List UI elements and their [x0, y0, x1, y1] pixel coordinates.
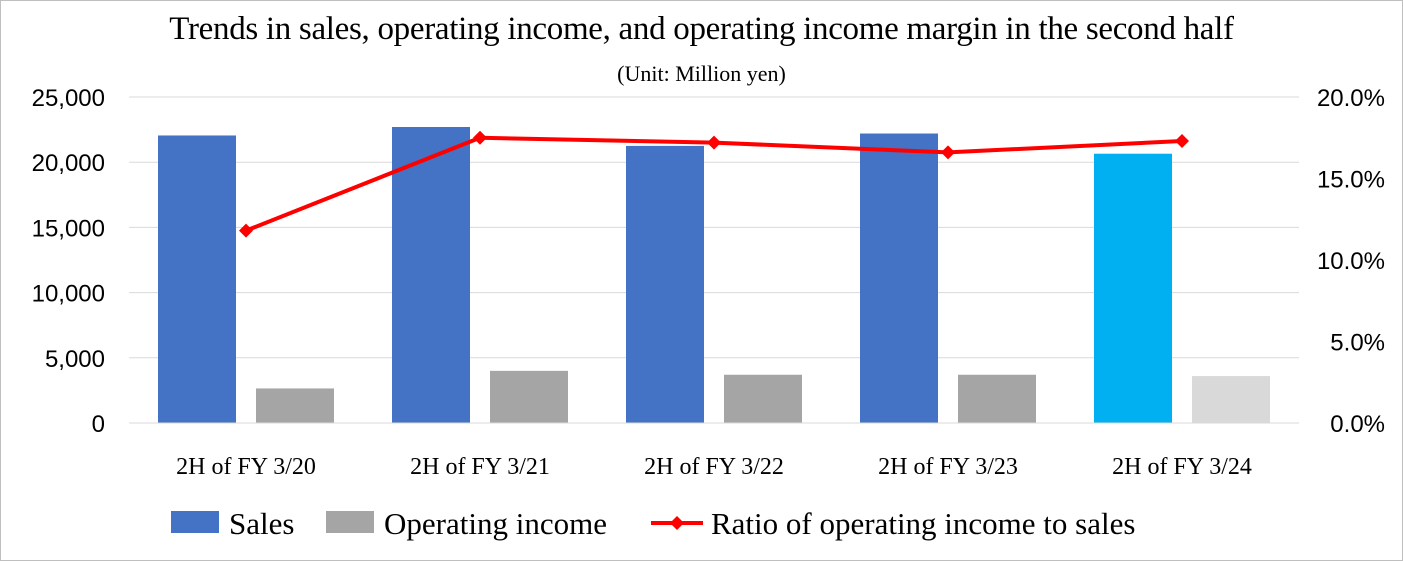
legend-swatch-marker — [670, 516, 684, 530]
left-axis-tick-label: 0 — [92, 411, 105, 438]
category-label: 2H of FY 3/22 — [644, 454, 784, 480]
legend-swatch-sales — [171, 511, 219, 533]
chart-title: Trends in sales, operating income, and o… — [169, 11, 1234, 47]
category-label: 2H of FY 3/23 — [878, 454, 1018, 480]
ratio-marker — [707, 135, 721, 150]
bar-operating-income — [490, 370, 568, 423]
left-axis-tick-label: 10,000 — [32, 281, 105, 308]
bar-sales — [860, 133, 938, 423]
bar-operating-income — [1192, 376, 1270, 423]
chart-subtitle: (Unit: Million yen) — [617, 61, 786, 86]
bar-sales — [1094, 153, 1172, 423]
bar-sales — [392, 126, 470, 423]
bar-operating-income — [724, 374, 802, 423]
right-axis-tick-label: 5.0% — [1330, 330, 1385, 357]
legend-label-ratio-of-operating-income-to-sales: Ratio of operating income to sales — [711, 506, 1135, 541]
category-label: 2H of FY 3/20 — [176, 454, 316, 480]
right-axis-tick-label: 15.0% — [1317, 167, 1385, 194]
ratio-line — [245, 135, 1183, 233]
legend-label-sales: Sales — [229, 506, 294, 541]
category-label: 2H of FY 3/24 — [1112, 454, 1252, 480]
left-axis-tick-label: 15,000 — [32, 215, 105, 242]
bar-operating-income — [958, 374, 1036, 423]
right-axis-tick-label: 20.0% — [1317, 85, 1385, 112]
left-axis-tick-label: 5,000 — [45, 346, 105, 373]
ratio-marker — [1175, 134, 1189, 149]
bar-operating-income — [256, 388, 334, 423]
left-axis-tick-label: 25,000 — [32, 85, 105, 112]
legend-swatch-operating-income — [326, 511, 374, 533]
left-axis-tick-label: 20,000 — [32, 150, 105, 177]
category-label: 2H of FY 3/21 — [410, 454, 550, 480]
ratio-marker — [473, 130, 487, 145]
bar-sales — [626, 145, 704, 423]
ratio-marker — [239, 223, 253, 238]
ratio-marker — [941, 145, 955, 160]
bar-sales — [158, 135, 236, 423]
right-axis-tick-label: 10.0% — [1317, 248, 1385, 275]
legend-label-operating-income: Operating income — [384, 506, 607, 541]
right-axis-tick-label: 0.0% — [1330, 411, 1385, 438]
